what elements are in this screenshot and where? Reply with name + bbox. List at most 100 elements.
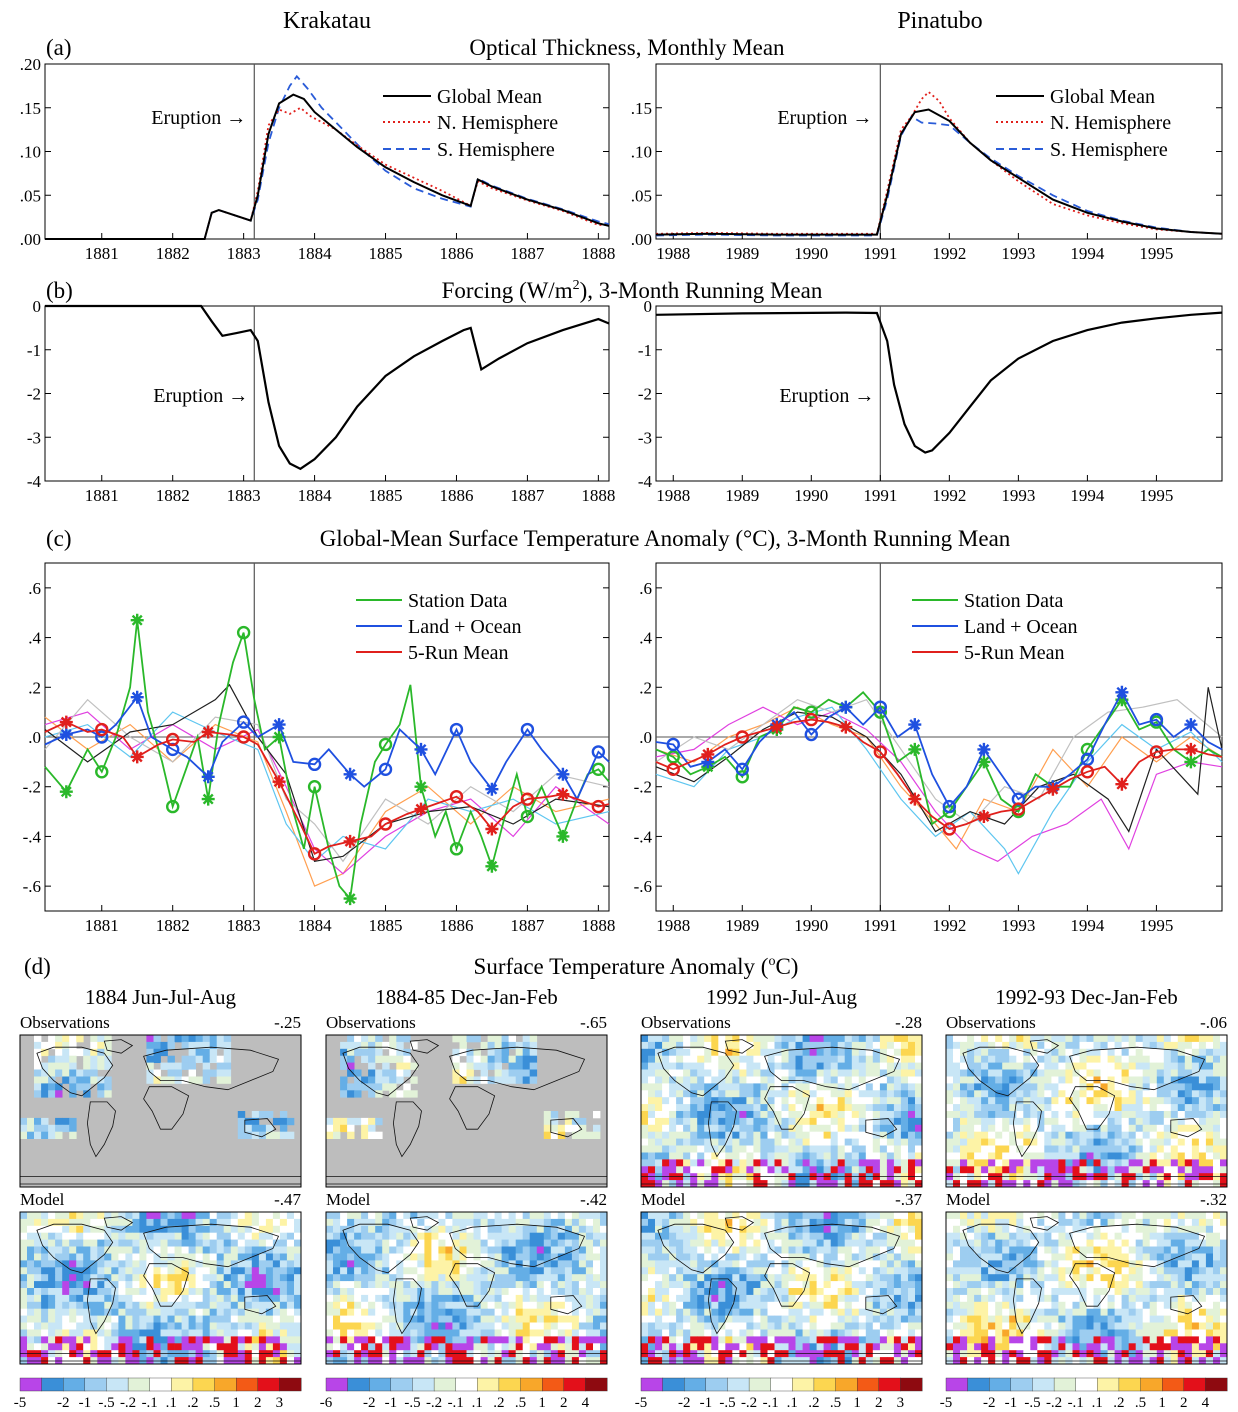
map-cell <box>788 1035 796 1043</box>
map-cell <box>893 1166 902 1174</box>
map-cell <box>529 1218 538 1227</box>
colorbar-swatch <box>171 1377 194 1392</box>
map-cell <box>223 1288 232 1296</box>
map-cell <box>662 1343 670 1351</box>
map-cell <box>908 1145 916 1153</box>
map-cell <box>725 1145 733 1153</box>
map-cell <box>655 1048 663 1057</box>
map-cell <box>326 1294 334 1303</box>
map-cell <box>244 1124 253 1133</box>
map-cell <box>648 1138 656 1146</box>
map-cell <box>837 1225 846 1234</box>
map-cell <box>216 1035 225 1043</box>
forcing-line <box>655 311 1223 454</box>
map-cell <box>83 1069 91 1077</box>
map-cell <box>34 1281 42 1289</box>
map-cell <box>340 1076 348 1084</box>
map-cell <box>294 1260 302 1268</box>
map-cell <box>410 1076 418 1084</box>
map-cell <box>522 1274 531 1282</box>
map-cell <box>69 1035 77 1043</box>
map-cell <box>146 1218 154 1227</box>
map-cell <box>382 1225 390 1234</box>
map-cell <box>83 1336 91 1344</box>
map-cell <box>209 1239 218 1247</box>
map-cell <box>725 1069 733 1077</box>
map-cell <box>760 1294 768 1303</box>
map-cell <box>69 1232 77 1240</box>
map-cell <box>1100 1097 1108 1105</box>
map-cell <box>662 1173 670 1181</box>
map-cell <box>753 1041 761 1050</box>
map-cell <box>837 1350 846 1358</box>
map-cell <box>851 1288 860 1296</box>
map-cell <box>879 1131 888 1139</box>
map-cell <box>900 1117 909 1126</box>
map-cell <box>522 1322 531 1330</box>
map-cell <box>97 1035 105 1043</box>
map-cell <box>90 1294 98 1303</box>
legend-label: S. Hemisphere <box>437 139 555 161</box>
map-cell <box>1093 1124 1101 1133</box>
star-marker <box>1046 782 1060 796</box>
map-cell <box>858 1350 867 1358</box>
map-cell <box>837 1173 846 1181</box>
map-cell <box>1093 1117 1101 1126</box>
map-cell <box>375 1281 383 1289</box>
map-cell <box>704 1274 712 1282</box>
map-cell <box>697 1315 705 1323</box>
map-cell <box>732 1173 740 1181</box>
map-cell <box>20 1232 28 1240</box>
map-cell <box>396 1281 404 1289</box>
map-cell <box>272 1260 281 1268</box>
map-cell <box>76 1322 84 1330</box>
map-cell <box>915 1117 923 1126</box>
map-cell <box>767 1225 775 1234</box>
map-cell <box>1156 1124 1165 1133</box>
map-cell <box>452 1212 460 1220</box>
map-cell <box>816 1138 824 1146</box>
map-cell <box>125 1218 133 1227</box>
map-cell <box>244 1329 253 1337</box>
map-cell <box>788 1055 796 1063</box>
map-cell <box>382 1212 390 1220</box>
map-cell <box>908 1308 916 1316</box>
map-cell <box>739 1260 747 1268</box>
map-cell <box>900 1097 909 1105</box>
circle-marker <box>236 715 251 729</box>
map-cell <box>648 1343 656 1351</box>
eruption-label: Eruption → <box>153 385 248 407</box>
map-cell <box>1177 1117 1186 1126</box>
map-cell <box>333 1350 341 1358</box>
map-cell <box>872 1097 881 1105</box>
map-cell <box>431 1343 439 1351</box>
map-cell <box>858 1212 867 1220</box>
map-cell <box>396 1239 404 1247</box>
map-cell <box>767 1212 775 1220</box>
map-cell <box>132 1288 140 1296</box>
map-cell <box>368 1239 376 1247</box>
map-cell <box>683 1267 691 1275</box>
map-cell <box>431 1218 439 1227</box>
map-cell <box>410 1343 418 1351</box>
map-cell <box>767 1322 775 1330</box>
map-frame <box>640 1211 923 1365</box>
map-cell <box>1128 1062 1137 1070</box>
coastline <box>865 1295 898 1315</box>
map-cell <box>690 1212 698 1220</box>
map-cell <box>62 1336 70 1344</box>
map-cell <box>153 1076 161 1084</box>
map-cell <box>132 1343 140 1351</box>
map-cell <box>375 1274 383 1282</box>
map-cell <box>851 1322 860 1330</box>
map-cell <box>326 1117 334 1126</box>
map-cell <box>774 1076 782 1084</box>
map-cell <box>459 1350 467 1358</box>
map-cell <box>704 1104 712 1112</box>
map-cell <box>908 1090 916 1098</box>
map-cell <box>1170 1076 1179 1084</box>
map-cell <box>711 1218 719 1227</box>
map-cell <box>501 1315 509 1323</box>
map-cell <box>788 1336 796 1344</box>
map-cell <box>1163 1062 1172 1070</box>
